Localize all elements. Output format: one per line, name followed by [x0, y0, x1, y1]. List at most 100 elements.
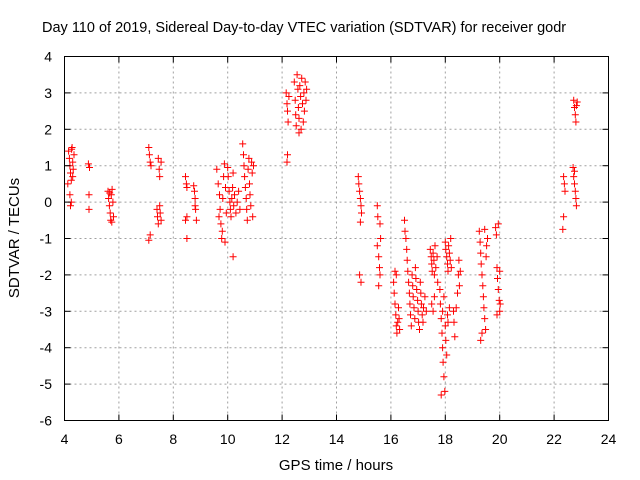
data-point: [106, 209, 114, 217]
data-point: [429, 249, 437, 257]
data-point: [298, 74, 306, 82]
data-point: [432, 264, 440, 272]
data-point: [477, 336, 485, 344]
grid-lines: [64, 56, 609, 421]
x-tick-label: 6: [115, 431, 123, 447]
data-point: [430, 271, 438, 279]
data-point: [477, 260, 485, 268]
data-point: [492, 231, 500, 239]
data-point: [572, 202, 580, 210]
data-point: [222, 209, 230, 217]
data-point: [417, 289, 425, 297]
data-point: [403, 256, 411, 264]
data-point: [229, 169, 237, 177]
data-point: [243, 216, 251, 224]
data-point: [428, 260, 436, 268]
data-point: [496, 267, 504, 275]
data-point: [437, 315, 445, 323]
data-point: [182, 216, 189, 224]
data-point: [401, 216, 408, 224]
data-point: [145, 151, 153, 159]
data-point: [442, 336, 450, 344]
y-tick-label: -4: [40, 340, 53, 356]
y-axis-label: SDTVAR / TECUs: [6, 178, 23, 298]
data-point: [292, 111, 300, 119]
data-point: [411, 315, 419, 323]
data-point: [441, 238, 449, 246]
data-point: [412, 275, 420, 282]
data-point: [493, 311, 501, 319]
data-point: [230, 202, 238, 210]
y-tick-label: 1: [44, 158, 52, 174]
data-point: [479, 293, 487, 301]
data-point: [190, 182, 198, 190]
data-point: [426, 245, 434, 253]
data-point: [428, 267, 436, 275]
data-point: [475, 227, 483, 235]
data-point: [297, 93, 305, 100]
y-tick-label: 3: [44, 85, 52, 101]
x-tick-label: 20: [492, 431, 508, 447]
data-point: [293, 71, 301, 79]
data-point: [438, 329, 446, 337]
data-point: [496, 307, 504, 315]
data-point: [240, 162, 248, 170]
data-point: [443, 253, 451, 261]
data-point: [408, 271, 416, 279]
data-point: [295, 129, 303, 137]
data-point: [431, 242, 439, 250]
data-point: [477, 249, 485, 257]
data-point: [481, 225, 489, 233]
x-tick-label: 24: [601, 431, 617, 447]
data-point: [395, 304, 402, 312]
data-point: [300, 89, 308, 97]
data-point: [422, 307, 430, 315]
data-point: [302, 96, 310, 104]
data-point: [300, 107, 308, 115]
data-point: [391, 267, 399, 275]
data-point: [64, 180, 72, 188]
data-point: [219, 195, 227, 202]
data-point: [560, 173, 568, 181]
data-point: [147, 162, 155, 170]
data-point: [156, 209, 164, 217]
data-point: [105, 195, 113, 202]
data-point: [450, 318, 458, 326]
data-point: [482, 326, 490, 333]
data-point: [447, 264, 455, 272]
data-point: [478, 271, 486, 279]
data-point: [106, 189, 114, 197]
data-point: [70, 151, 78, 159]
data-point: [241, 184, 249, 191]
data-point: [429, 307, 437, 315]
data-point: [494, 220, 502, 228]
data-point: [441, 387, 449, 395]
data-point: [241, 173, 249, 181]
data-point: [494, 286, 502, 293]
data-point: [85, 205, 93, 213]
data-point: [444, 318, 452, 326]
data-point: [494, 275, 501, 282]
data-point: [245, 154, 253, 162]
data-point: [374, 213, 382, 221]
data-point: [183, 213, 191, 221]
data-point: [390, 289, 398, 297]
chart-title: Day 110 of 2019, Sidereal Day-to-day VTE…: [42, 20, 566, 36]
data-point: [441, 322, 449, 330]
data-point: [495, 296, 503, 304]
data-point: [572, 118, 580, 126]
data-point: [221, 238, 229, 246]
data-point: [218, 227, 226, 235]
x-tick-label: 10: [220, 431, 236, 447]
data-point: [247, 202, 255, 210]
data-point: [296, 82, 304, 90]
data-point: [246, 191, 254, 199]
data-point: [404, 267, 412, 275]
x-tick-label: 18: [438, 431, 454, 447]
y-tick-label: 2: [44, 121, 52, 137]
data-point: [356, 218, 364, 226]
data-point: [295, 114, 303, 122]
data-point: [455, 256, 463, 264]
y-tick-label: 0: [44, 194, 52, 210]
data-point: [284, 151, 291, 159]
